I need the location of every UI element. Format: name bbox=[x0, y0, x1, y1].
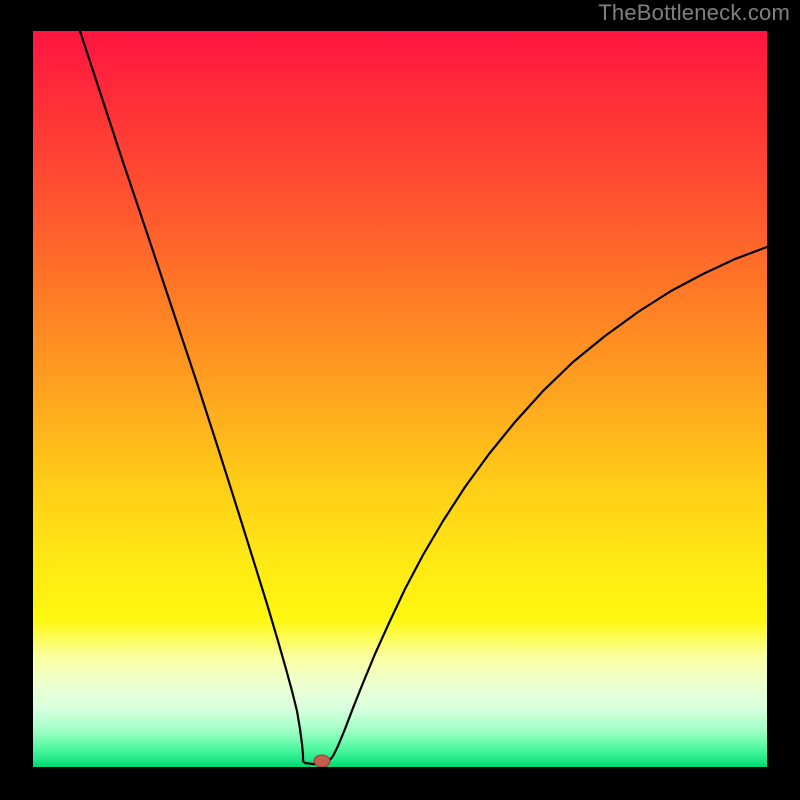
plot-area bbox=[33, 31, 767, 767]
chart-svg bbox=[33, 31, 767, 767]
gradient-background bbox=[33, 31, 767, 767]
attribution-label: TheBottleneck.com bbox=[598, 0, 790, 26]
chart-frame: TheBottleneck.com bbox=[0, 0, 800, 800]
data-marker bbox=[314, 755, 330, 767]
